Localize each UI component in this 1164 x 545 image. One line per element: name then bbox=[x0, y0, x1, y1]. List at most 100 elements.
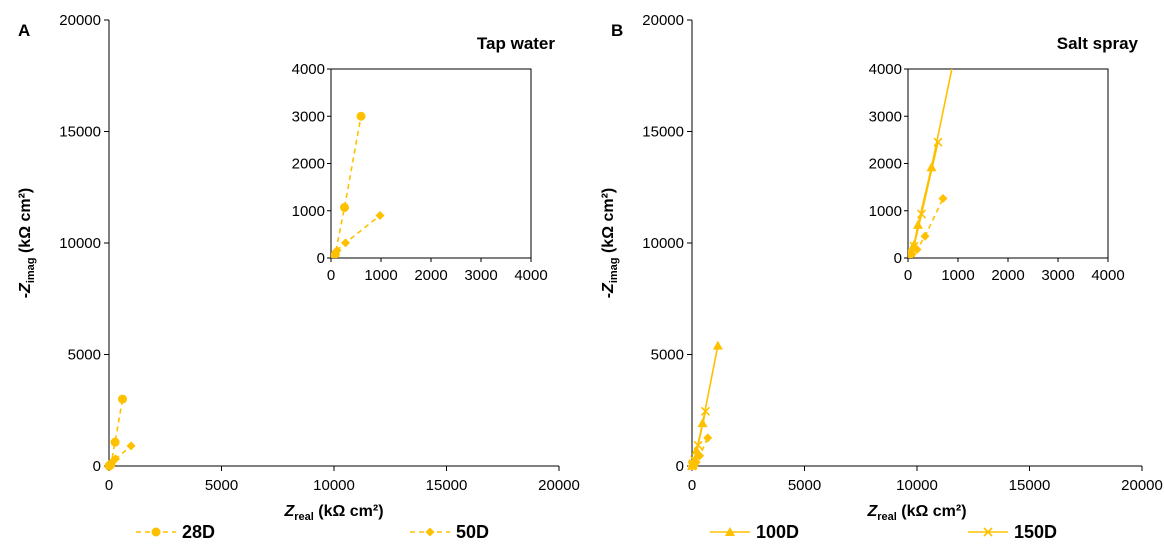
x-tick-label: 5000 bbox=[788, 477, 821, 494]
x-tick-label: 20000 bbox=[538, 477, 580, 494]
panel-label: B bbox=[611, 21, 623, 40]
x-tick-label: 15000 bbox=[426, 477, 468, 494]
inset-y-tick-label: 4000 bbox=[292, 61, 325, 78]
y-tick-label: 15000 bbox=[59, 124, 101, 141]
legend: 28D 50D bbox=[136, 522, 489, 542]
main-point-50d bbox=[695, 451, 705, 461]
main-point-150d bbox=[700, 406, 711, 416]
x-tick-label: 0 bbox=[688, 477, 696, 494]
legend-swatch-marker bbox=[983, 527, 993, 537]
inset-point-28d bbox=[356, 111, 366, 121]
main-plot-series bbox=[687, 340, 723, 471]
inset-x-tick-label: 1000 bbox=[941, 267, 974, 284]
y-axis-title-sub: imag bbox=[25, 257, 37, 283]
main-point-28d bbox=[110, 437, 120, 447]
inset-x-tick-label: 2000 bbox=[414, 267, 447, 284]
inset-x-tick-label: 4000 bbox=[1091, 267, 1124, 284]
x-tick-label: 10000 bbox=[313, 477, 355, 494]
legend-item-100d: 100D bbox=[710, 522, 799, 542]
legend: 100D 150D bbox=[710, 522, 1057, 542]
x-tick-label: 5000 bbox=[205, 477, 238, 494]
inset-point-50d bbox=[332, 245, 342, 255]
y-tick-label: 0 bbox=[676, 458, 684, 475]
y-tick-label: 0 bbox=[93, 458, 101, 475]
inset-x-tick-label: 0 bbox=[327, 267, 335, 284]
inset-y-tick-label: 4000 bbox=[869, 61, 902, 78]
y-axis-title-prefix: - bbox=[600, 293, 617, 298]
inset-x-tick-label: 1000 bbox=[364, 267, 397, 284]
y-axis-title: -Zimag (kΩ cm²) bbox=[17, 188, 37, 299]
legend-item-28d: 28D bbox=[136, 522, 215, 542]
inset-y-tick-label: 3000 bbox=[869, 108, 902, 125]
inset-point-50d bbox=[938, 193, 948, 203]
legend-swatch-marker bbox=[151, 527, 161, 537]
main-plot-series bbox=[104, 394, 136, 471]
x-axis-title-unit: (kΩ cm²) bbox=[897, 503, 967, 520]
y-axis-title-main: Z bbox=[600, 282, 617, 294]
inset-point-50d bbox=[920, 231, 930, 241]
x-axis-title: Zreal (kΩ cm²) bbox=[866, 503, 966, 523]
inset-point-50d bbox=[375, 210, 385, 220]
legend-label: 50D bbox=[456, 522, 489, 542]
panel-label: A bbox=[18, 21, 30, 40]
x-tick-label: 20000 bbox=[1121, 477, 1163, 494]
legend-label: 100D bbox=[756, 522, 799, 542]
y-axis-title-unit: (kΩ cm²) bbox=[17, 188, 34, 258]
inset-frame bbox=[907, 68, 1109, 259]
inset-point-28d bbox=[340, 202, 349, 212]
main-point-50d bbox=[703, 433, 713, 443]
inset-point-50d bbox=[341, 238, 350, 248]
x-axis-title-unit: (kΩ cm²) bbox=[314, 503, 384, 520]
main-point-50d bbox=[126, 441, 136, 451]
inset-point-100d bbox=[913, 219, 923, 229]
inset-point-100d bbox=[961, 0, 971, 7]
inset-x-tick-label: 0 bbox=[904, 267, 912, 284]
main-point-28d bbox=[118, 394, 127, 404]
y-axis-title-sub: imag bbox=[608, 257, 620, 283]
y-tick-label: 20000 bbox=[642, 12, 684, 29]
panel-title: Salt spray bbox=[1057, 34, 1139, 53]
legend-item-50d: 50D bbox=[410, 522, 489, 542]
legend-label: 150D bbox=[1014, 522, 1057, 542]
inset-y-tick-label: 2000 bbox=[292, 156, 325, 173]
y-tick-label: 10000 bbox=[59, 235, 101, 252]
x-tick-label: 0 bbox=[105, 477, 113, 494]
x-axis-title-sub: real bbox=[877, 511, 897, 523]
inset-point-150d bbox=[933, 137, 943, 147]
inset-series bbox=[331, 111, 385, 258]
y-tick-label: 5000 bbox=[68, 347, 101, 364]
y-tick-label: 20000 bbox=[59, 12, 101, 29]
x-axis-title: Zreal (kΩ cm²) bbox=[283, 503, 383, 523]
inset-x-tick-label: 3000 bbox=[464, 267, 497, 284]
inset-x-tick-label: 4000 bbox=[514, 267, 547, 284]
y-tick-label: 5000 bbox=[651, 347, 684, 364]
inset-y-tick-label: 0 bbox=[317, 250, 325, 267]
inset-point-50d bbox=[912, 244, 922, 254]
inset-point-100d bbox=[926, 162, 937, 172]
inset-y-tick-label: 1000 bbox=[292, 203, 325, 220]
y-axis-title-unit: (kΩ cm²) bbox=[600, 188, 617, 258]
legend-label: 28D bbox=[182, 522, 215, 542]
y-tick-label: 15000 bbox=[642, 124, 684, 141]
x-axis-title-main: Z bbox=[283, 503, 295, 520]
inset-x-tick-label: 2000 bbox=[991, 267, 1024, 284]
inset-point-50d bbox=[331, 250, 339, 258]
inset-y-tick-label: 0 bbox=[894, 250, 902, 267]
inset-series bbox=[908, 0, 971, 258]
inset-x-tick-label: 3000 bbox=[1041, 267, 1074, 284]
y-axis-title-main: Z bbox=[17, 282, 34, 294]
inset-point-50d bbox=[908, 249, 917, 258]
x-tick-label: 15000 bbox=[1009, 477, 1051, 494]
inset-y-tick-label: 3000 bbox=[292, 108, 325, 125]
legend-item-150d: 150D bbox=[968, 522, 1057, 542]
inset-y-tick-label: 2000 bbox=[869, 156, 902, 173]
main-point-50d bbox=[691, 457, 701, 467]
x-axis-title-main: Z bbox=[866, 503, 878, 520]
y-axis-title: -Zimag (kΩ cm²) bbox=[600, 188, 620, 299]
y-axis-title-prefix: - bbox=[17, 293, 34, 298]
inset-plot: 0 1000 2000 3000 4000 0 1000 2000 3000 4000 bbox=[292, 61, 548, 284]
inset-y-tick-label: 1000 bbox=[869, 203, 902, 220]
legend-swatch-marker bbox=[425, 527, 435, 537]
main-point-150d bbox=[693, 440, 703, 450]
